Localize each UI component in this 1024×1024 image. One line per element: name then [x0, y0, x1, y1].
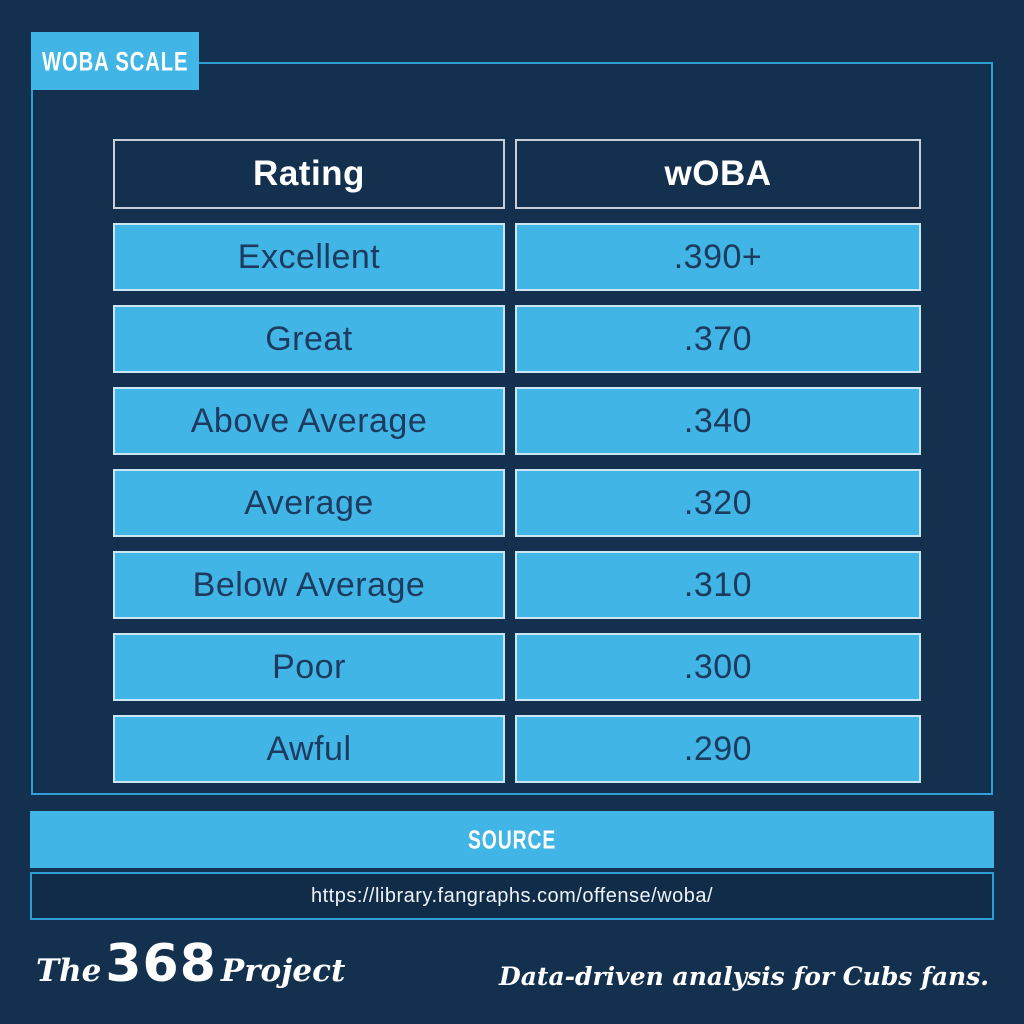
rating-cell: Poor — [113, 633, 505, 701]
woba-table: Rating wOBA Excellent .390+ Great .370 A… — [113, 139, 921, 783]
woba-cell: .370 — [515, 305, 921, 373]
table-row: Average .320 — [113, 469, 921, 537]
woba-cell: .310 — [515, 551, 921, 619]
header-cell-woba: wOBA — [515, 139, 921, 209]
source-url-text: https://library.fangraphs.com/offense/wo… — [310, 884, 714, 907]
rating-cell: Below Average — [113, 551, 505, 619]
content-frame — [31, 62, 993, 795]
title-badge-label: WOBA SCALE — [41, 45, 189, 76]
woba-cell: .390+ — [515, 223, 921, 291]
woba-table-body: Excellent .390+ Great .370 Above Average… — [113, 223, 921, 783]
rating-cell: Average — [113, 469, 505, 537]
source-url-bar: https://library.fangraphs.com/offense/wo… — [30, 872, 994, 920]
woba-cell: .340 — [515, 387, 921, 455]
woba-cell: .320 — [515, 469, 921, 537]
rating-cell: Awful — [113, 715, 505, 783]
header-cell-rating: Rating — [113, 139, 505, 209]
title-badge: WOBA SCALE — [31, 32, 199, 90]
woba-cell: .300 — [515, 633, 921, 701]
rating-cell: Great — [113, 305, 505, 373]
table-row: Excellent .390+ — [113, 223, 921, 291]
source-bar: SOURCE — [30, 811, 994, 868]
brand-logo: The 368 Project — [36, 934, 346, 994]
table-row: Below Average .310 — [113, 551, 921, 619]
rating-cell: Excellent — [113, 223, 505, 291]
tagline-text: Data-driven analysis for Cubs fans. — [499, 962, 989, 991]
table-header-row: Rating wOBA — [113, 139, 921, 209]
table-row: Poor .300 — [113, 633, 921, 701]
table-row: Awful .290 — [113, 715, 921, 783]
table-row: Above Average .340 — [113, 387, 921, 455]
brand-logo-project: Project — [220, 953, 346, 989]
woba-cell: .290 — [515, 715, 921, 783]
source-bar-label: SOURCE — [467, 824, 557, 854]
brand-logo-the: The — [36, 953, 102, 989]
brand-logo-368: 368 — [105, 934, 217, 994]
rating-cell: Above Average — [113, 387, 505, 455]
table-row: Great .370 — [113, 305, 921, 373]
